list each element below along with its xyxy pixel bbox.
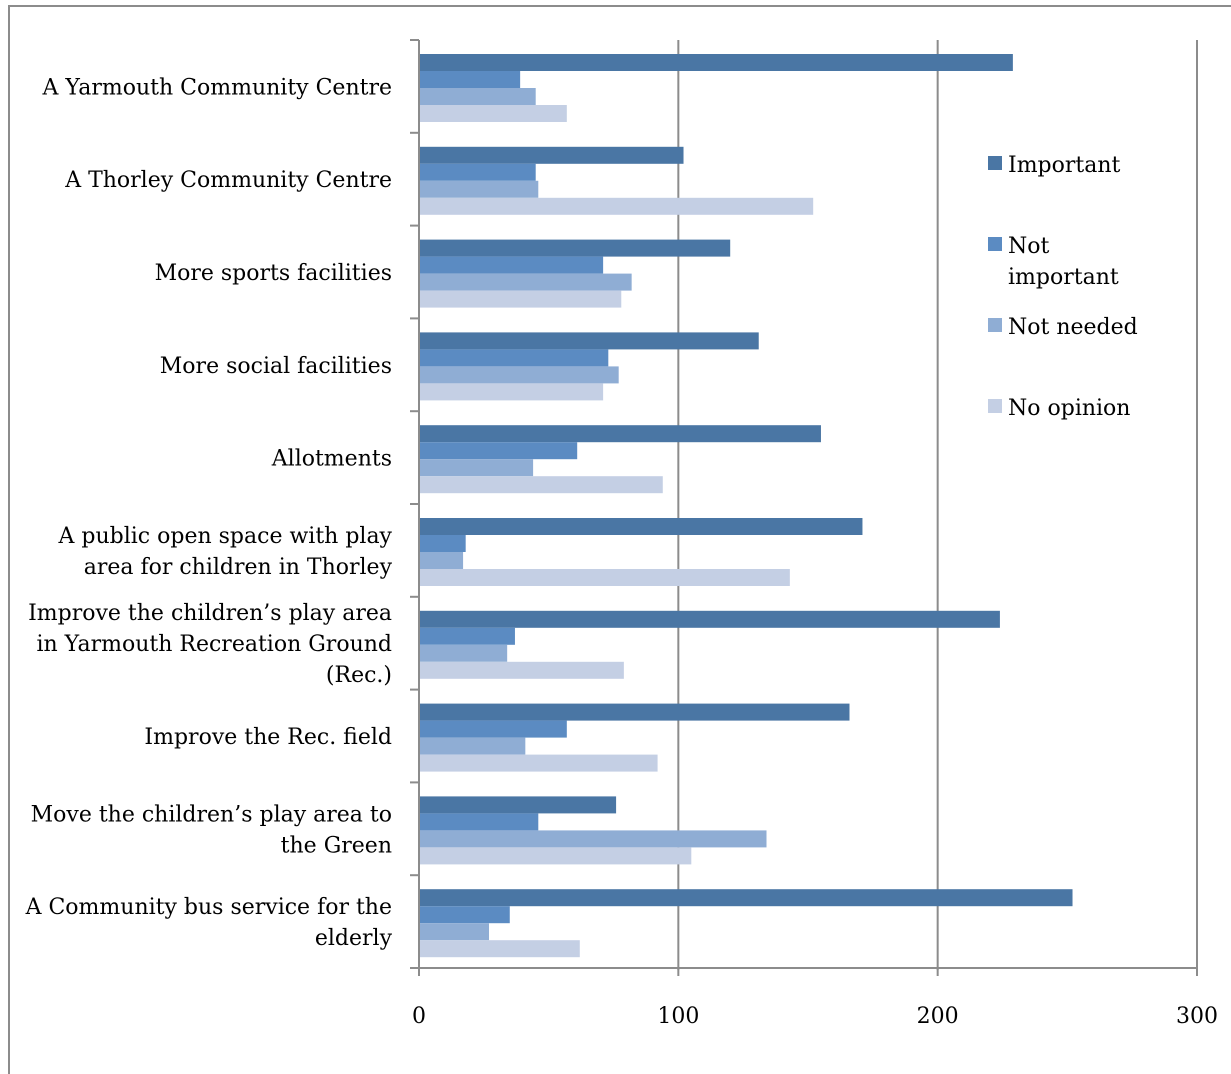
category-labels: A Yarmouth Community Centre A Thorley Com…	[25, 75, 393, 951]
category-label: A Thorley Community Centre	[64, 168, 392, 193]
legend-label: Not important	[1008, 234, 1119, 290]
legend-swatch	[988, 318, 1002, 332]
bar-important	[419, 518, 863, 535]
category-label: A Yarmouth Community Centre	[42, 75, 392, 100]
bar-not-needed	[419, 923, 490, 941]
bar-not-needed	[419, 180, 539, 198]
legend-label: Important	[1008, 153, 1121, 178]
bar-not-needed	[419, 366, 619, 384]
bar-not-needed	[419, 552, 464, 569]
bar-no-opinion	[419, 476, 663, 494]
bar-not-important	[419, 256, 604, 274]
bar-not-needed	[419, 830, 767, 848]
bar-important	[419, 889, 1073, 907]
category-label: More social facilities	[160, 354, 392, 379]
bars	[419, 54, 1073, 958]
legend-swatch	[988, 399, 1002, 413]
bar-no-opinion	[419, 290, 622, 308]
legend-label: Not needed	[1008, 315, 1138, 340]
x-tick-label: 200	[917, 1004, 959, 1029]
bar-important	[419, 610, 1000, 628]
bar-no-opinion	[419, 197, 814, 215]
bar-no-opinion	[419, 754, 658, 772]
bar-not-important	[419, 906, 510, 924]
category-label: Improve the children’s play area in Yarmo…	[28, 601, 392, 688]
bar-not-needed	[419, 273, 632, 291]
bar-not-important	[419, 535, 466, 552]
category-label: More sports facilities	[155, 261, 392, 286]
bar-not-needed	[419, 88, 536, 105]
bar-not-needed	[419, 644, 508, 662]
category-label: A Community bus service for the elderly	[25, 895, 393, 951]
bar-not-important	[419, 442, 578, 460]
category-label: Allotments	[271, 447, 392, 472]
legend-swatch	[988, 156, 1002, 170]
bar-not-important	[419, 71, 521, 88]
bar-important	[419, 239, 731, 257]
category-label: Move the children’s play area to the Gree…	[31, 802, 392, 858]
category-label: Improve the Rec. field	[144, 725, 392, 750]
bar-no-opinion	[419, 940, 580, 958]
bar-not-important	[419, 813, 539, 831]
x-tick-label: 100	[657, 1004, 699, 1029]
bar-not-needed	[419, 459, 534, 477]
bar-no-opinion	[419, 569, 790, 586]
x-tick-label: 0	[412, 1004, 426, 1029]
chart-frame	[8, 5, 1231, 1074]
bar-no-opinion	[419, 847, 692, 865]
legend-label: No opinion	[1008, 396, 1130, 421]
bar-important	[419, 703, 850, 721]
gridlines	[677, 40, 1198, 970]
category-label: A public open space with play area for ch…	[58, 524, 393, 580]
bar-important	[419, 146, 684, 164]
bar-not-important	[419, 163, 536, 181]
x-tick-labels: 0 100 200 300	[412, 1004, 1218, 1029]
bar-no-opinion	[419, 105, 567, 122]
bar-important	[419, 54, 1013, 71]
x-tick-label: 300	[1176, 1004, 1218, 1029]
bar-not-important	[419, 720, 567, 738]
bar-important	[419, 332, 759, 350]
legend-swatch	[988, 237, 1002, 251]
bar-no-opinion	[419, 661, 624, 679]
bar-important	[419, 796, 617, 814]
bar-not-needed	[419, 737, 526, 755]
bar-not-important	[419, 627, 515, 645]
bar-important	[419, 425, 821, 443]
bar-no-opinion	[419, 383, 604, 401]
axes	[410, 39, 1198, 976]
bar-not-important	[419, 349, 609, 367]
legend: Important Not important Not needed No opinio…	[988, 153, 1138, 421]
